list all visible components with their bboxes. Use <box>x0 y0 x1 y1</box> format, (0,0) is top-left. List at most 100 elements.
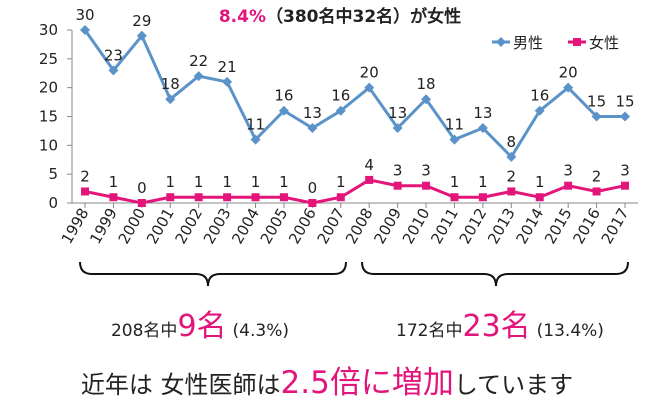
x-tick-label: 2016 <box>569 205 604 247</box>
x-tick-label: 1998 <box>58 205 93 247</box>
x-tick-label: 2004 <box>228 205 263 247</box>
x-tick-label: 2013 <box>484 205 519 247</box>
male-point <box>165 94 176 105</box>
female-point <box>109 193 118 202</box>
female-point <box>564 181 573 190</box>
y-tick-label: 25 <box>39 50 58 68</box>
footer-text: 近年は 女性医師は2.5倍に増加しています <box>81 365 573 401</box>
x-tick-label: 2003 <box>200 205 235 247</box>
x-tick-label: 2002 <box>171 205 206 247</box>
male-point <box>335 105 346 116</box>
female-data-label: 1 <box>109 173 119 191</box>
male-point <box>193 71 204 82</box>
legend-female-marker <box>573 38 581 46</box>
caption-right: 172名中23名 (13.4%) <box>396 309 604 344</box>
caption-right-pct: (13.4%) <box>537 321 604 341</box>
female-data-label: 0 <box>137 179 147 197</box>
bracket-left <box>79 261 347 287</box>
y-tick-label: 30 <box>39 21 58 39</box>
y-tick-label: 15 <box>39 108 58 126</box>
female-data-label: 3 <box>393 162 403 180</box>
male-point <box>563 82 574 93</box>
female-point <box>393 181 402 190</box>
x-tick-label: 2007 <box>314 205 349 247</box>
female-point <box>450 193 459 202</box>
female-point <box>279 193 288 202</box>
female-data-label: 2 <box>80 167 90 185</box>
female-point <box>308 199 317 207</box>
footer-post: しています <box>454 371 573 399</box>
x-tick-label: 2000 <box>115 205 150 247</box>
male-data-label: 15 <box>615 93 634 111</box>
x-tick-label: 2006 <box>285 205 320 247</box>
female-data-label: 2 <box>507 167 517 185</box>
male-data-label: 20 <box>360 64 379 82</box>
female-data-label: 1 <box>450 173 460 191</box>
female-data-label: 1 <box>194 173 204 191</box>
series-line <box>83 29 625 160</box>
male-point <box>250 134 261 145</box>
female-point <box>422 181 431 190</box>
legend-female-label: 女性 <box>589 34 619 52</box>
y-tick-labels: 0 5 10 15 20 25 30 <box>39 21 72 212</box>
caption-left: 208名中9名 (4.3%) <box>111 309 289 344</box>
female-point <box>621 181 629 190</box>
series-female: 2 1 0 1 1 1 1 1 0 14 3 31 1 2 13 2 3 <box>80 156 630 207</box>
male-point <box>222 76 233 87</box>
female-point <box>336 193 345 202</box>
male-point <box>477 123 488 134</box>
female-data-label: 1 <box>336 173 346 191</box>
male-data-label: 22 <box>189 52 208 70</box>
x-tick-label: 2014 <box>513 205 548 247</box>
footer-big: 2.5倍に増加 <box>281 365 454 401</box>
female-point <box>251 193 260 202</box>
series-male: 30 23 29 18 22 21 11 16 13 16 20 13 18 11 13 8 16 20 15 15 <box>75 6 635 162</box>
x-tick-label: 2009 <box>370 205 405 247</box>
female-data-label: 3 <box>563 162 573 180</box>
legend-male-label: 男性 <box>513 34 543 52</box>
x-tick-label: 2005 <box>257 205 292 247</box>
female-data-label: 3 <box>620 162 630 180</box>
legend: 男性 女性 <box>492 34 619 52</box>
female-point <box>478 193 487 202</box>
female-point <box>592 187 601 196</box>
male-data-label: 30 <box>75 6 94 24</box>
male-data-label: 16 <box>331 87 350 105</box>
caption-right-pre: 172名中 <box>396 321 462 341</box>
footer-pre: 近年は 女性医師は <box>81 371 281 399</box>
female-point <box>166 193 175 202</box>
female-data-label: 1 <box>251 173 261 191</box>
x-tick-label: 1999 <box>86 205 121 247</box>
female-point <box>137 199 146 207</box>
title-rest: （380名中32名）が女性 <box>266 6 461 27</box>
x-tick-label: 2008 <box>342 205 377 247</box>
female-data-label: 1 <box>165 173 175 191</box>
male-data-label: 29 <box>132 12 151 30</box>
chart-title: 8.4%（380名中32名）が女性 <box>219 6 461 27</box>
female-data-label: 2 <box>592 167 602 185</box>
male-point <box>534 105 545 116</box>
x-tick-label: 2017 <box>598 205 633 247</box>
male-point <box>307 123 318 134</box>
bracket-right <box>361 261 629 287</box>
female-data-label: 1 <box>535 173 545 191</box>
caption-right-big: 23名 <box>462 309 530 344</box>
legend-male-marker <box>496 37 506 47</box>
y-tick-label: 20 <box>39 79 58 97</box>
female-data-label: 3 <box>421 162 431 180</box>
x-tick-label: 2001 <box>143 205 178 247</box>
male-point <box>421 94 432 105</box>
caption-left-big: 9名 <box>177 309 226 344</box>
male-data-label: 21 <box>218 58 237 76</box>
x-tick-label: 2011 <box>427 205 462 247</box>
caption-left-pre: 208名中 <box>111 321 177 341</box>
x-tick-label: 2010 <box>399 205 434 247</box>
male-data-label: 20 <box>559 64 578 82</box>
female-data-label: 4 <box>364 156 374 174</box>
male-point <box>136 30 147 41</box>
female-point <box>194 193 203 202</box>
x-tick-labels: 1998199920002001200220032004200520062007… <box>58 203 633 247</box>
female-data-label: 1 <box>222 173 232 191</box>
series-line <box>84 178 626 205</box>
